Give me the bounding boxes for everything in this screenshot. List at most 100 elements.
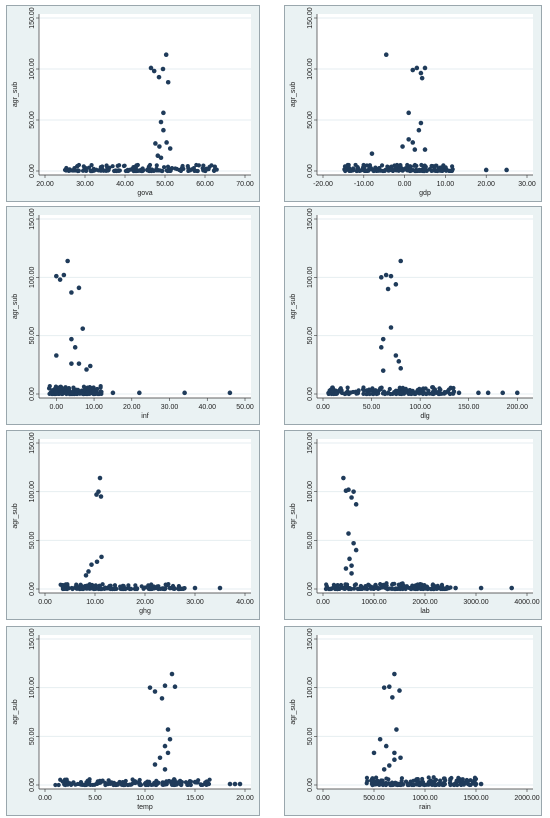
scatter-point bbox=[138, 782, 143, 788]
scatter-point bbox=[85, 586, 90, 591]
scatter-point bbox=[177, 781, 182, 786]
scatter-point bbox=[364, 775, 370, 780]
scatter-point bbox=[379, 163, 385, 168]
scatter-point bbox=[509, 585, 514, 591]
x-tick-label: 200.00 bbox=[507, 404, 529, 411]
scatter-point bbox=[392, 750, 397, 756]
scatter-point bbox=[100, 167, 105, 172]
y-tick-label: 50.00 bbox=[307, 531, 314, 549]
scatter-point bbox=[195, 168, 200, 174]
scatter-point bbox=[69, 336, 74, 342]
scatter-point bbox=[163, 52, 169, 58]
scatter-point bbox=[95, 779, 100, 784]
x-tick-label: 20.00 bbox=[36, 181, 54, 188]
scatter-point bbox=[378, 386, 383, 391]
y-tick-label: 100.00 bbox=[307, 267, 314, 289]
scatter-point bbox=[392, 391, 397, 396]
scatter-point bbox=[440, 168, 445, 173]
scatter-point bbox=[143, 585, 148, 590]
y-axis-label: agr_sub bbox=[12, 699, 19, 724]
scatter-point bbox=[363, 583, 368, 589]
scatter-point bbox=[47, 391, 52, 397]
scatter-point bbox=[353, 547, 359, 553]
scatter-point bbox=[129, 586, 134, 592]
chart-svg: 0.00 50.00 100.00 150.00 20.00 30.00 40.00 50.0… bbox=[12, 7, 254, 197]
scatter-point bbox=[436, 391, 441, 397]
plot-area bbox=[317, 215, 533, 398]
x-tick-label: 500.00 bbox=[363, 795, 385, 802]
scatter-point bbox=[167, 146, 173, 151]
x-tick-label: -10.00 bbox=[354, 181, 374, 188]
scatter-point bbox=[342, 586, 348, 592]
scatter-point bbox=[69, 585, 74, 591]
scatter-point bbox=[386, 165, 391, 170]
x-tick-label: 0.00 bbox=[398, 181, 412, 188]
scatter-point bbox=[69, 361, 74, 366]
scatter-point bbox=[130, 777, 135, 782]
scatter-point bbox=[413, 168, 418, 174]
scatter-point bbox=[84, 782, 89, 787]
scatter-point bbox=[123, 168, 128, 174]
scatter-point bbox=[368, 586, 374, 591]
scatter-point bbox=[78, 782, 84, 787]
scatter-point bbox=[227, 390, 233, 396]
x-tick-label: 50.00 bbox=[156, 181, 174, 188]
scatter-point bbox=[378, 168, 383, 173]
scatter-point bbox=[463, 781, 469, 786]
x-tick-label: 20.00 bbox=[123, 404, 141, 411]
scatter-panel-gdp: 0.00 50.00 100.00 150.00 -20.00 -10.00 0.00 10.… bbox=[284, 5, 542, 202]
y-tick-label: 150.00 bbox=[29, 7, 36, 29]
scatter-point bbox=[206, 781, 212, 787]
scatter-point bbox=[387, 386, 392, 392]
y-axis-label: agr_sub bbox=[290, 503, 297, 528]
scatter-point bbox=[351, 166, 356, 171]
scatter-point bbox=[172, 684, 178, 689]
scatter-point bbox=[111, 782, 116, 788]
scatter-point bbox=[399, 390, 404, 395]
scatter-point bbox=[227, 781, 233, 787]
scatter-point bbox=[137, 390, 142, 396]
x-tick-label: 30.00 bbox=[76, 181, 94, 188]
x-tick-label: 60.00 bbox=[196, 181, 214, 188]
scatter-point bbox=[415, 387, 420, 393]
scatter-panel-gova: 0.00 50.00 100.00 150.00 20.00 30.00 40.00 50.0… bbox=[6, 5, 260, 202]
scatter-point bbox=[351, 489, 356, 494]
scatter-point bbox=[343, 582, 348, 587]
chart-svg: 0.00 50.00 100.00 150.00 0.00 10.00 20.00 30.00… bbox=[12, 432, 254, 615]
y-tick-label: 0.00 bbox=[307, 582, 314, 596]
scatter-point bbox=[148, 65, 154, 71]
scatter-point bbox=[478, 781, 484, 787]
x-tick-label: 5.00 bbox=[88, 795, 102, 802]
scatter-point bbox=[349, 563, 354, 568]
scatter-point bbox=[89, 562, 94, 567]
scatter-point bbox=[73, 585, 78, 590]
y-tick-label: 100.00 bbox=[307, 677, 314, 699]
scatter-point bbox=[156, 74, 162, 80]
scatter-point bbox=[434, 586, 440, 591]
scatter-point bbox=[160, 66, 166, 72]
scatter-point bbox=[381, 685, 387, 690]
scatter-point bbox=[76, 285, 82, 291]
scatter-point bbox=[154, 166, 159, 171]
scatter-point bbox=[167, 585, 173, 591]
x-tick-label: 40.00 bbox=[116, 181, 134, 188]
scatter-point bbox=[237, 781, 243, 787]
scatter-point bbox=[347, 556, 352, 562]
scatter-point bbox=[390, 782, 395, 787]
scatter-point bbox=[438, 585, 443, 591]
y-axis-label: agr_sub bbox=[12, 503, 19, 528]
scatter-point bbox=[78, 582, 83, 587]
scatter-point bbox=[324, 582, 329, 587]
x-tick-label: 50.00 bbox=[236, 404, 254, 411]
scatter-point bbox=[139, 168, 144, 174]
scatter-point bbox=[348, 586, 353, 591]
scatter-point bbox=[186, 166, 191, 171]
scatter-point bbox=[153, 141, 158, 146]
x-tick-label: 10.00 bbox=[85, 404, 103, 411]
scatter-point bbox=[177, 167, 182, 173]
scatter-point bbox=[367, 391, 372, 397]
scatter-point bbox=[392, 586, 397, 592]
plot-area bbox=[39, 215, 251, 398]
scatter-point bbox=[383, 167, 388, 172]
scatter-point bbox=[422, 65, 428, 71]
